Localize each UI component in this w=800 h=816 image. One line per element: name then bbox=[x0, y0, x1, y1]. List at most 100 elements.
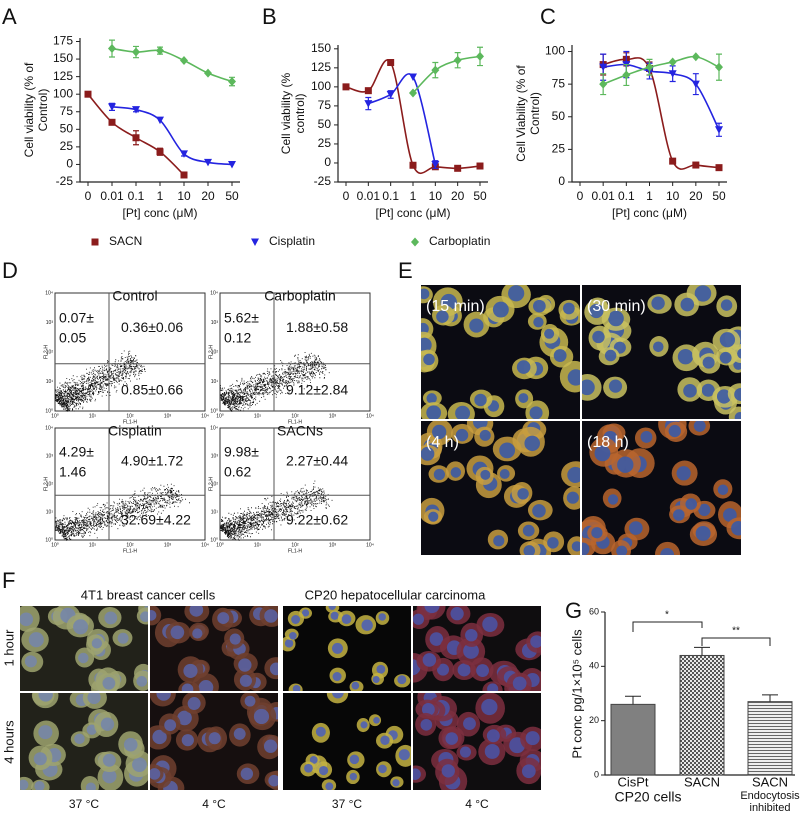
x-tick-label: 0.1 bbox=[128, 189, 145, 203]
nucleus bbox=[140, 611, 148, 622]
nucleus bbox=[360, 721, 368, 729]
nucleus bbox=[484, 743, 500, 759]
nucleus bbox=[420, 718, 433, 731]
y-tick-label: 125 bbox=[53, 69, 73, 83]
quadrant-value: 2.27±0.44 bbox=[286, 452, 348, 468]
axis-label: FL1-H bbox=[288, 419, 302, 425]
x-tick-label: SACN bbox=[752, 774, 788, 789]
nucleus bbox=[617, 456, 634, 473]
nucleus bbox=[532, 504, 546, 518]
nucleus bbox=[208, 732, 221, 745]
nucleus bbox=[429, 632, 444, 646]
marker bbox=[386, 90, 395, 99]
bar bbox=[679, 654, 725, 776]
marker bbox=[692, 161, 700, 169]
nucleus bbox=[192, 628, 203, 639]
nucleus bbox=[413, 768, 421, 780]
axis-tick-label: 10⁰ bbox=[45, 537, 53, 543]
x-tick-label: 0.1 bbox=[618, 189, 635, 203]
micrograph bbox=[413, 693, 541, 790]
nucleus bbox=[240, 767, 254, 780]
nucleus bbox=[421, 446, 435, 461]
y-axis-label: Pt conc pg/1×10⁵ cells bbox=[569, 629, 584, 759]
legend-label: Cisplatin bbox=[269, 234, 315, 248]
x-axis-label: [Pt] conc (μM) bbox=[612, 206, 687, 220]
nucleus bbox=[685, 498, 697, 510]
nucleus bbox=[521, 764, 536, 779]
error-bar bbox=[625, 695, 641, 705]
nucleus bbox=[152, 729, 167, 745]
x-tick-label: SACN bbox=[684, 774, 720, 789]
nucleus bbox=[499, 442, 516, 459]
axis-tick-label: 10³ bbox=[329, 413, 337, 419]
nucleus bbox=[469, 318, 484, 333]
nucleus bbox=[351, 681, 360, 690]
x-tick-label: 50 bbox=[225, 189, 239, 203]
nucleus bbox=[508, 285, 525, 302]
nucleus bbox=[734, 388, 741, 401]
nucleus bbox=[450, 607, 464, 621]
quadrant-value: 5.62± bbox=[224, 310, 259, 326]
axis-tick-label: 10¹ bbox=[254, 542, 262, 548]
marker bbox=[91, 238, 99, 246]
x-tick-label: 0.1 bbox=[382, 189, 399, 203]
marker bbox=[132, 134, 140, 142]
nucleus bbox=[413, 613, 425, 625]
x-tick-label: 10 bbox=[177, 189, 191, 203]
nucleus bbox=[264, 609, 278, 623]
nucleus bbox=[263, 739, 278, 753]
marker bbox=[132, 106, 140, 114]
nucleus bbox=[392, 779, 400, 787]
nucleus bbox=[426, 393, 437, 404]
marker bbox=[476, 162, 484, 170]
time-label: (15 min) bbox=[426, 298, 485, 315]
nucleus bbox=[716, 389, 732, 404]
legend-label: Carboplatin bbox=[429, 234, 490, 248]
nucleus bbox=[341, 614, 352, 624]
nucleus bbox=[594, 445, 611, 462]
nucleus bbox=[170, 625, 185, 640]
axis-tick-label: 10⁴ bbox=[366, 413, 374, 419]
nucleus bbox=[737, 348, 741, 359]
nucleus bbox=[74, 733, 85, 745]
marker bbox=[431, 160, 440, 169]
axis-tick-label: 10¹ bbox=[211, 379, 219, 385]
marker bbox=[251, 238, 259, 246]
nucleus bbox=[422, 653, 437, 667]
group-title: 4T1 breast cancer cells bbox=[81, 587, 216, 602]
marker bbox=[132, 47, 140, 57]
nucleus bbox=[457, 663, 471, 677]
micrograph bbox=[582, 285, 741, 419]
marker bbox=[409, 161, 417, 169]
nucleus bbox=[482, 616, 498, 632]
micrograph bbox=[421, 285, 580, 419]
y-axis-label: control) bbox=[293, 93, 307, 133]
nucleus bbox=[132, 757, 147, 773]
y-tick-label: 100 bbox=[311, 79, 331, 93]
marker bbox=[156, 116, 164, 125]
nucleus bbox=[164, 719, 177, 732]
quadrant-value: 0.62 bbox=[224, 463, 251, 479]
events bbox=[55, 483, 190, 541]
nucleus bbox=[474, 393, 487, 407]
nucleus bbox=[181, 683, 194, 691]
quadrant-value: 0.05 bbox=[59, 330, 86, 346]
nucleus bbox=[566, 491, 579, 504]
fit-curve bbox=[368, 73, 437, 165]
nucleus bbox=[328, 606, 336, 610]
nucleus bbox=[608, 379, 623, 393]
temperature: 4 °C bbox=[202, 797, 226, 811]
x-tick-label: 0 bbox=[577, 189, 584, 203]
nucleus bbox=[522, 524, 535, 537]
axis-tick-label: 10⁴ bbox=[45, 425, 53, 431]
nucleus bbox=[486, 729, 500, 743]
nucleus bbox=[567, 369, 580, 386]
y-tick-label: -25 bbox=[56, 174, 74, 188]
time-label: (30 min) bbox=[587, 298, 646, 315]
time-label: (4 h) bbox=[426, 434, 459, 451]
nucleus bbox=[233, 727, 246, 740]
nucleus bbox=[378, 613, 386, 621]
nucleus bbox=[421, 288, 430, 300]
marker bbox=[454, 164, 462, 172]
